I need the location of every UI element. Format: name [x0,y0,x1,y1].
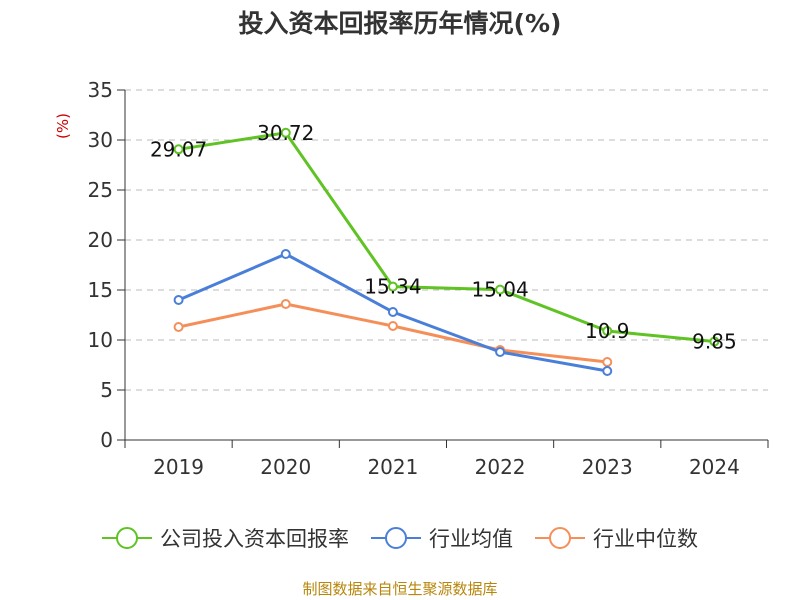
legend-marker [549,527,571,549]
chart-title: 投入资本回报率历年情况(%) [239,9,562,38]
data-point [280,299,291,309]
y-tick-label: 10 [88,328,113,352]
series-2 [173,249,613,376]
y-tick-label: 25 [88,178,113,202]
y-tick-label: 35 [88,78,113,102]
data-point [495,347,506,357]
data-point [173,295,184,305]
data-point [709,336,720,347]
data-point [387,281,398,292]
x-tick-label: 2020 [260,455,311,479]
data-point [173,322,184,332]
y-tick-label: 15 [88,278,113,302]
data-label: 10.9 [585,319,630,343]
y-tick-label: 30 [88,128,113,152]
y-axis-label: (%) [54,113,72,139]
data-label: 9.85 [692,330,737,354]
data-label: 30.72 [257,121,314,145]
legend-label: 行业中位数 [593,527,698,551]
data-point [602,366,613,376]
data-point [387,321,398,331]
x-tick-label: 2024 [689,455,740,479]
data-labels: 29.07 30.72 15.34 15.04 10.9 9.85 [150,121,737,354]
legend-marker [116,527,138,549]
data-point [495,284,506,295]
x-tick-label: 2019 [153,455,204,479]
x-tick-label: 2021 [367,455,418,479]
y-tick-label: 0 [100,428,113,452]
y-tick-label: 20 [88,228,113,252]
series-1 [173,127,720,347]
series-layer: 29.07 30.72 15.34 15.04 10.9 9.85 [150,121,737,376]
legend-label: 行业均值 [429,527,513,551]
legend-item[interactable]: 行业中位数 [535,527,698,551]
x-tick-label: 2022 [475,455,526,479]
data-point [173,144,184,155]
source-note: 制图数据来自恒生聚源数据库 [302,580,497,598]
data-label: 29.07 [150,137,207,161]
data-label: 15.04 [471,278,528,302]
y-tick-label: 5 [100,378,113,402]
legend[interactable]: 公司投入资本回报率 行业均值 行业中位数 [102,527,698,551]
axes: 0 5 10 15 20 25 30 35 2019 2020 2021 2022 2023 2024 [88,78,769,479]
series-line [178,131,715,343]
legend-marker [385,527,407,549]
data-point [280,127,291,138]
legend-item[interactable]: 公司投入资本回报率 [102,527,349,551]
data-point [280,249,291,259]
data-point [387,307,398,317]
data-point [602,326,613,336]
legend-item[interactable]: 行业均值 [371,527,513,551]
legend-label: 公司投入资本回报率 [160,527,349,551]
x-tick-label: 2023 [582,455,633,479]
data-label: 15.34 [364,275,421,299]
data-point [602,357,613,367]
grid-lines [125,89,768,391]
